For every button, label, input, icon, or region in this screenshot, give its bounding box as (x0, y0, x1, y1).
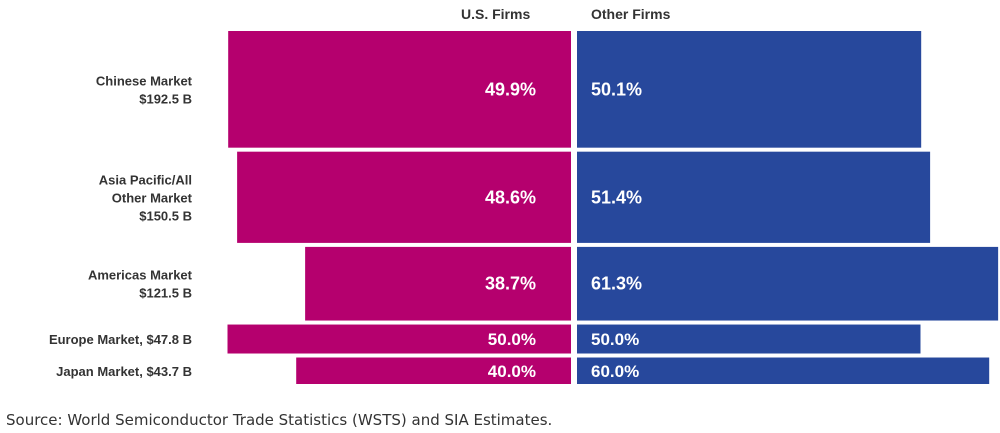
us-firms-header: U.S. Firms (461, 6, 531, 22)
data-label-other: 60.0% (591, 362, 639, 381)
category-label: Japan Market, $43.7 B (56, 364, 192, 379)
bar-other-firms (577, 151, 931, 243)
bar-us-firms (227, 324, 571, 354)
other-firms-header: Other Firms (591, 6, 671, 22)
data-label-us: 40.0% (488, 362, 536, 381)
data-label-other: 50.1% (591, 79, 642, 99)
data-label-other: 50.0% (591, 330, 639, 349)
data-label-us: 49.9% (485, 79, 536, 99)
category-label: $150.5 B (139, 208, 192, 223)
data-label-us: 48.6% (485, 187, 536, 207)
bar-us-firms (305, 246, 571, 321)
bar-us-firms (296, 357, 571, 384)
market-share-chart: 49.9% 50.1% Chinese Market $192.5 B 48.6% 51.… (49, 31, 999, 384)
bar-other-firms (577, 324, 921, 354)
category-label: Chinese Market (96, 73, 193, 88)
category-label: $121.5 B (139, 286, 192, 301)
category-label: Other Market (112, 190, 193, 205)
bar-us-firms (237, 151, 572, 243)
data-label-other: 61.3% (591, 274, 642, 294)
bar-other-firms (577, 357, 990, 384)
data-label-other: 51.4% (591, 187, 642, 207)
category-label: Americas Market (88, 268, 193, 283)
data-label-us: 38.7% (485, 274, 536, 294)
bar-other-firms (577, 246, 999, 321)
data-label-us: 50.0% (488, 330, 536, 349)
category-label: Europe Market, $47.8 B (49, 332, 192, 347)
category-label: Asia Pacific/All (99, 172, 192, 187)
bar-other-firms (577, 31, 922, 148)
bar-us-firms (228, 31, 571, 148)
source-note: Source: World Semiconductor Trade Statis… (6, 411, 553, 429)
category-label: $192.5 B (139, 91, 192, 106)
